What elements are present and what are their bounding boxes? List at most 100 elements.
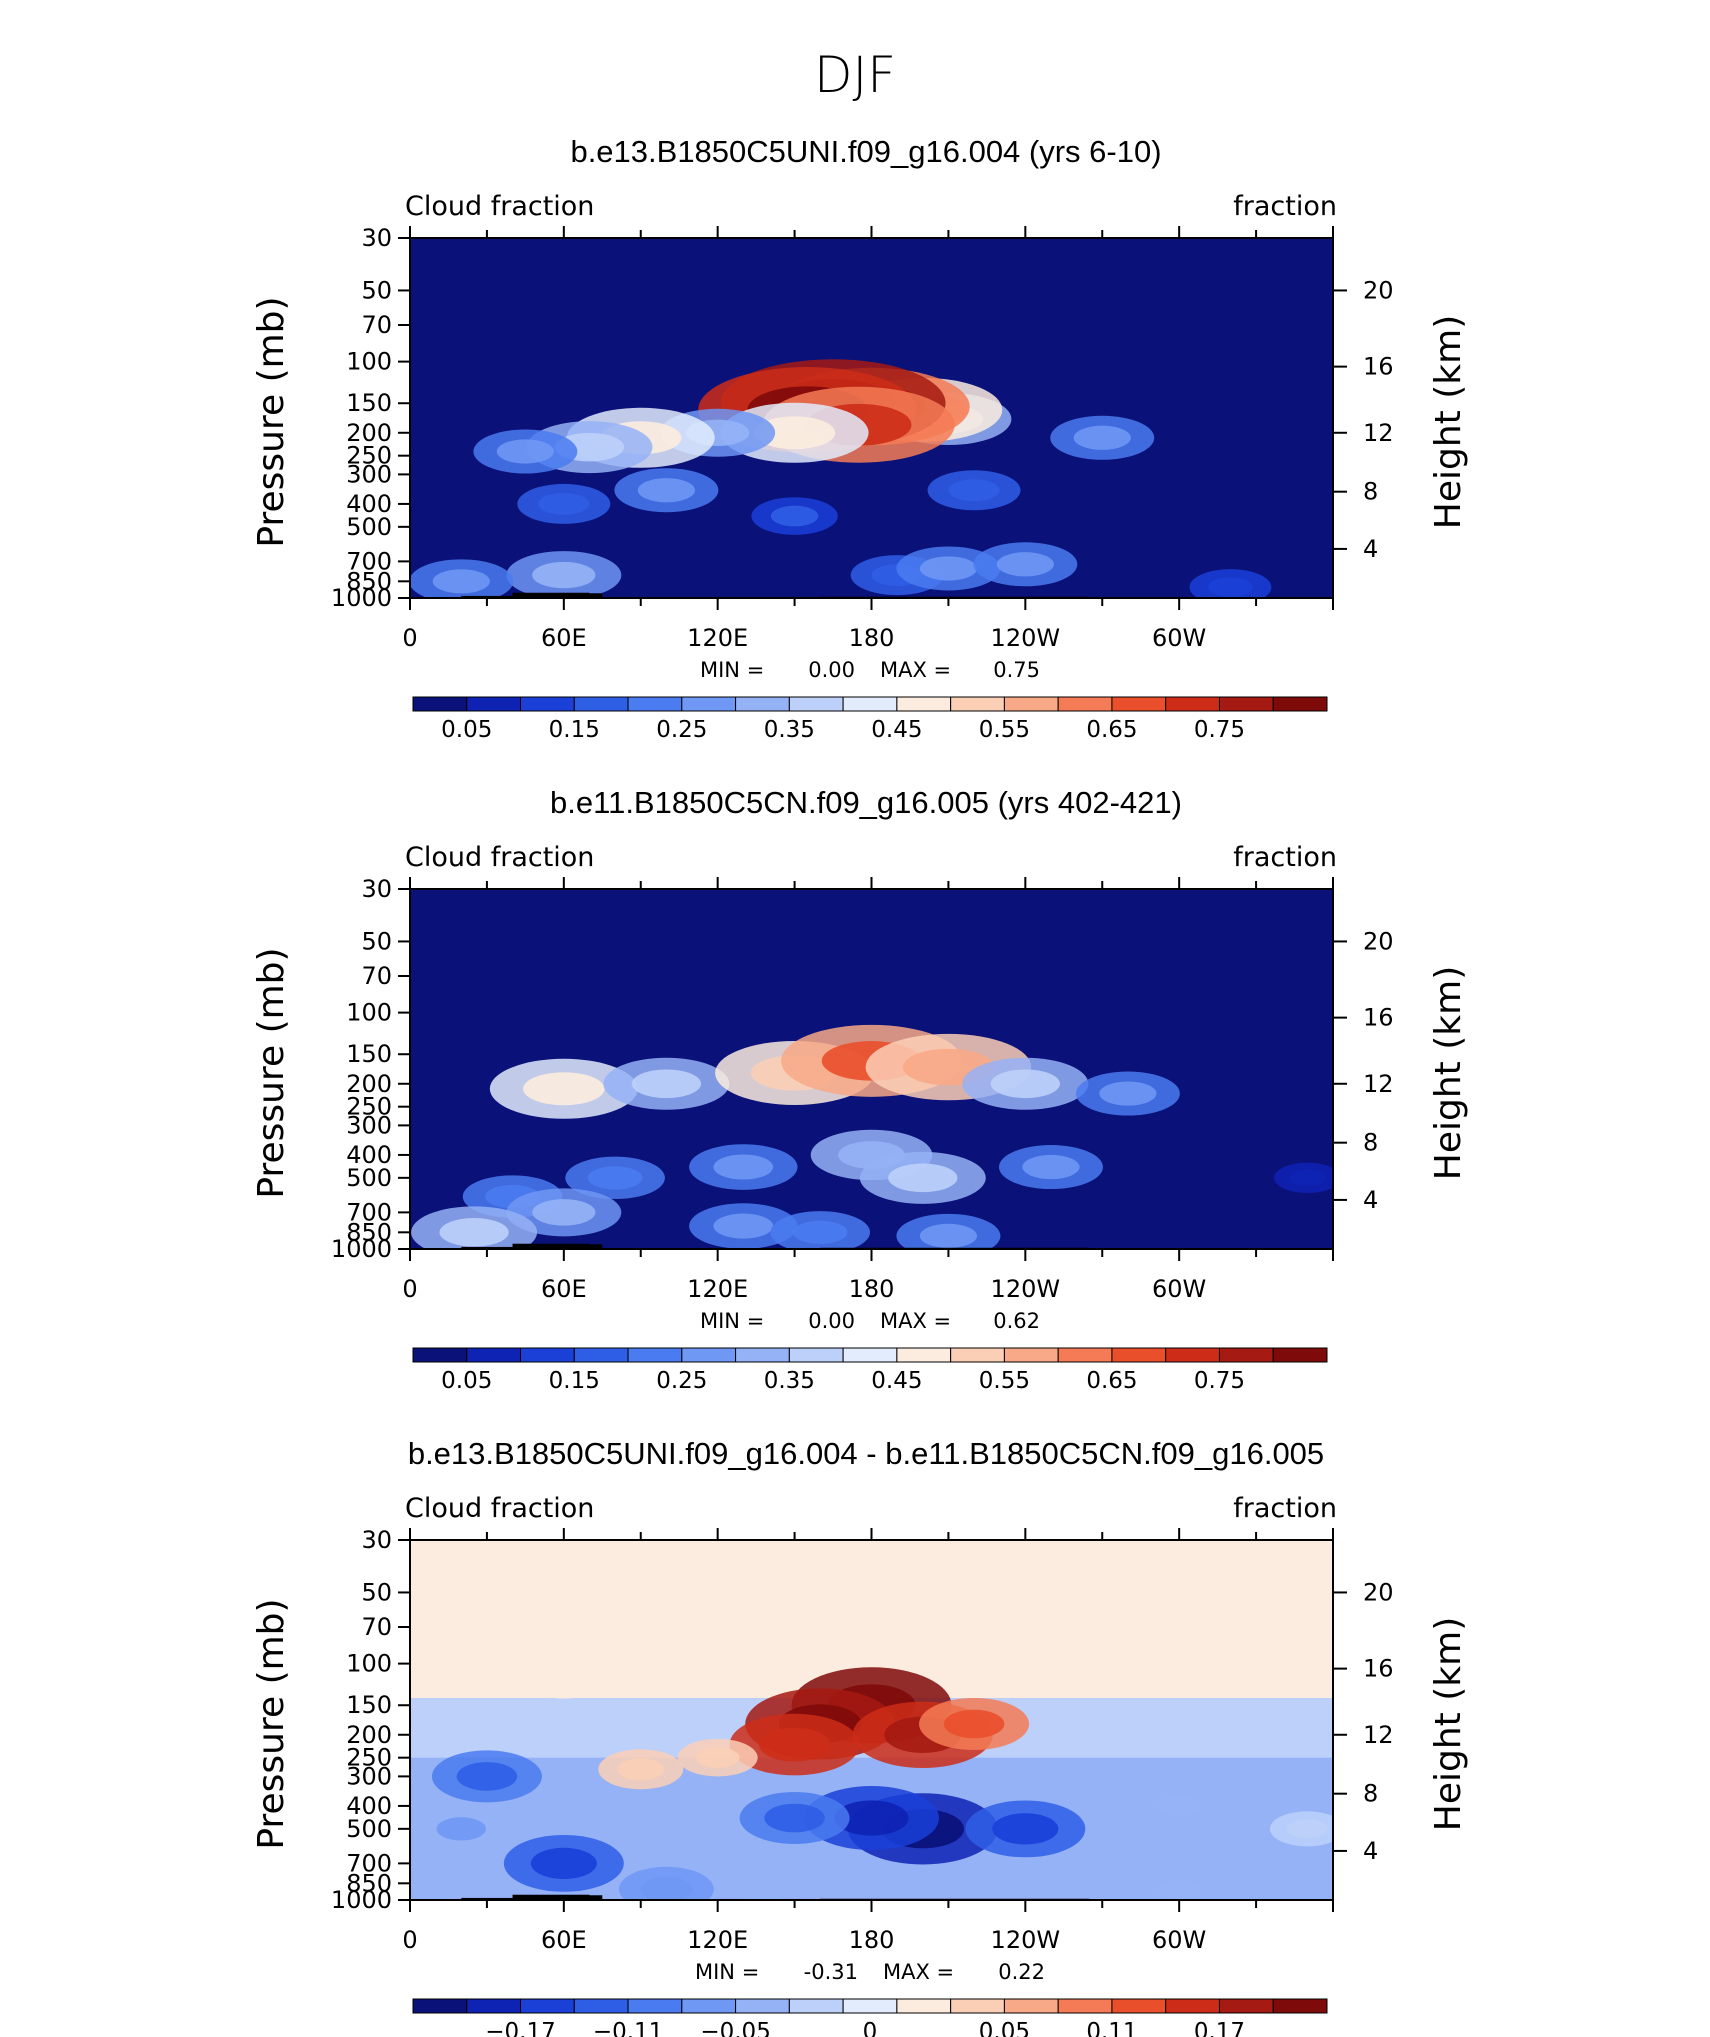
colorbar-swatch	[520, 696, 575, 712]
panel-title: b.e13.B1850C5UNI.f09_g16.004 - b.e11.B18…	[408, 1436, 1324, 1471]
colorbar-label: −0.11	[593, 2019, 663, 2037]
colorbar-label: 0.05	[441, 717, 492, 743]
panel-title: b.e11.B1850C5CN.f09_g16.005 (yrs 402-421…	[550, 785, 1182, 820]
colorbar-swatch	[466, 1998, 522, 2014]
x-tick-label: 120W	[991, 624, 1061, 652]
contour-blob-core	[640, 1876, 693, 1900]
colorbar-swatch	[1218, 1347, 1274, 1363]
colorbar-label: 0.15	[549, 717, 600, 743]
panel-2: b.e11.B1850C5CN.f09_g16.005 (yrs 402-421…	[251, 785, 1469, 1394]
contour-blob-core	[1517, 1870, 1558, 1889]
colorbar-swatch	[735, 1998, 790, 2014]
y-tick-label: 50	[361, 276, 392, 304]
contour-blob-core	[456, 1762, 518, 1791]
colorbar-label: 0.45	[871, 717, 922, 743]
y2-tick-label: 4	[1363, 1186, 1378, 1214]
y2-tick-label: 4	[1363, 1837, 1378, 1865]
contour-blob-core	[532, 1199, 596, 1226]
contour-blob-core	[1099, 1081, 1157, 1106]
page-title: DJF	[814, 46, 896, 104]
colorbar-label: 0.75	[1194, 717, 1245, 743]
x-tick-label: 180	[849, 1926, 895, 1954]
min-label: MIN =	[700, 1309, 764, 1333]
colorbar-label: 0.15	[549, 1368, 600, 1394]
colorbar-swatch	[735, 696, 790, 712]
y2-tick-label: 4	[1363, 535, 1378, 563]
land-mask	[551, 1244, 603, 1249]
colorbar-swatch	[1272, 1347, 1328, 1363]
y2-tick-label: 20	[1363, 1578, 1394, 1606]
contour-blob-core	[530, 1847, 597, 1880]
max-label: MAX =	[880, 1309, 951, 1333]
y-tick-label: 150	[346, 1040, 392, 1068]
colorbar-label: 0.25	[656, 1368, 707, 1394]
y-tick-label: 50	[361, 927, 392, 955]
x-tick-label: 60W	[1152, 1926, 1206, 1954]
y-tick-label: 150	[346, 1691, 392, 1719]
y-tick-label: 850	[346, 1218, 392, 1246]
colorbar-swatch	[573, 696, 629, 712]
colorbar-label: 0.17	[1194, 2019, 1245, 2037]
land-mask	[461, 1897, 552, 1900]
x-tick-label: 60E	[541, 624, 587, 652]
colorbar: −0.17 −0.11 −0.05 0 0.05 0.11 0.17	[412, 1998, 1328, 2037]
y2-ticks: 20 16 12 8 4	[1333, 927, 1394, 1214]
right-units-label: fraction	[1233, 191, 1337, 222]
colorbar-swatch	[788, 1998, 844, 2014]
y-tick-label: 400	[346, 490, 392, 518]
contour-blob-core	[1545, 1809, 1584, 1827]
y-tick-label: 70	[361, 1613, 392, 1641]
colorbar-swatch	[1111, 1998, 1167, 2014]
plot-area	[409, 888, 1334, 1250]
contour-blob	[1501, 1862, 1576, 1897]
colorbar-swatch	[681, 1347, 737, 1363]
contour-blob-core	[617, 1758, 665, 1781]
max-value: 0.75	[993, 658, 1040, 682]
colorbar: 0.05 0.15 0.25 0.35 0.45 0.55 0.65 0.75	[412, 1347, 1328, 1394]
contour-blob	[1686, 551, 1710, 599]
y-tick-label: 70	[361, 962, 392, 990]
colorbar-swatch	[1057, 1998, 1113, 2014]
contour-blob-core	[436, 1817, 487, 1841]
colorbar-label: 0.65	[1086, 717, 1137, 743]
contour-blob-core	[758, 1727, 831, 1762]
y2-axis-label: Height (km)	[1428, 966, 1469, 1180]
contour-blob-core	[713, 1213, 774, 1239]
y-tick-label: 250	[346, 1093, 392, 1121]
contour-blob-core	[695, 1747, 740, 1769]
x-tick-label: 120W	[991, 1275, 1061, 1303]
y-axis-label: Pressure (mb)	[251, 296, 292, 547]
y-tick-label: 500	[346, 1815, 392, 1843]
y-tick-label: 700	[346, 1198, 392, 1226]
colorbar-swatch	[788, 696, 844, 712]
contour-blob-core	[439, 1218, 509, 1247]
contour-blob-core	[753, 416, 836, 450]
colorbar-swatch	[950, 1998, 1005, 2014]
contour-blob-core	[587, 1166, 643, 1190]
colorbar-label: −0.17	[485, 2019, 555, 2037]
colorbar-swatch	[627, 1347, 683, 1363]
contour-blob-core	[713, 1154, 774, 1180]
max-value: 0.62	[993, 1309, 1040, 1333]
colorbar-label: 0.05	[979, 2019, 1030, 2037]
y2-ticks: 20 16 12 8 4	[1333, 276, 1394, 563]
colorbar-swatch	[412, 1998, 468, 2014]
contour-blob-core	[1022, 1154, 1080, 1180]
x-ticks: 0 60E 120E 180 120W 60W	[402, 226, 1334, 652]
y2-tick-label: 16	[1363, 1655, 1394, 1683]
contour-blob-core	[943, 1709, 1005, 1739]
contour-blob-core	[1207, 577, 1253, 598]
contour-blob	[1344, 1861, 1424, 1899]
colorbar-swatch	[681, 696, 737, 712]
x-tick-label: 120E	[687, 624, 748, 652]
contour-field	[410, 889, 1333, 1249]
x-tick-label: 120E	[687, 1926, 748, 1954]
colorbar-swatch	[842, 1347, 898, 1363]
x-tick-label: 60E	[541, 1926, 587, 1954]
contour-blob-core	[996, 552, 1054, 577]
contour-blob-core	[919, 1223, 978, 1248]
y-tick-label: 250	[346, 442, 392, 470]
panel-title: b.e13.B1850C5UNI.f09_g16.004 (yrs 6-10)	[570, 134, 1161, 169]
y2-axis-label: Height (km)	[1428, 1617, 1469, 1831]
